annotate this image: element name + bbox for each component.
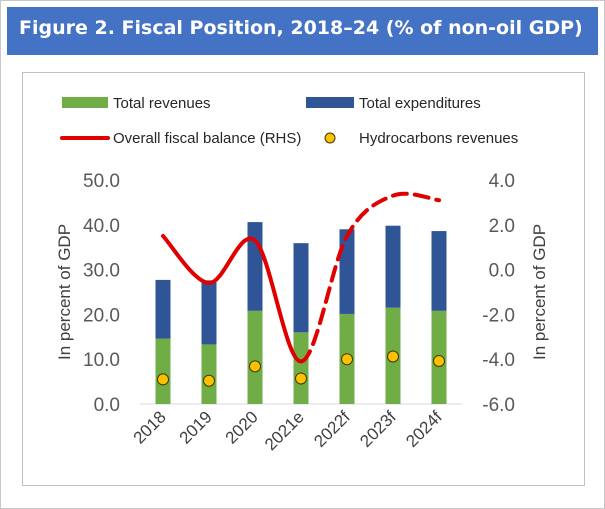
line-fiscal-balance-solid [161,234,303,364]
legend-swatch-revenues [62,97,108,108]
bar-total-revenues [155,338,171,404]
marker-hydrocarbons-revenues [341,353,353,366]
marker-hydrocarbons-revenues [433,354,445,367]
marker-hydrocarbons-revenues [295,372,307,385]
x-tick-label: 2024f [402,407,446,451]
marker-hydrocarbons-revenues [157,373,169,386]
y-tick-left: 30.0 [83,261,120,282]
bar-total-expenditures [431,231,447,311]
x-tick-label: 2022f [310,407,354,451]
legend-label-balance: Overall fiscal balance (RHS) [113,130,301,147]
bar-total-expenditures [247,222,263,311]
y-tick-left: 0.0 [94,395,120,416]
bar-total-revenues [293,332,309,404]
y-axis-title-left: In percent of GDP [55,224,74,360]
legend: Total revenues Total expenditures Overal… [60,95,518,147]
y-tick-left: 40.0 [83,216,120,237]
x-tick-label: 2018 [130,407,170,447]
y-tick-right: -4.0 [482,350,515,371]
legend-label-expenditures: Total expenditures [359,95,481,112]
legend-swatch-hydrocarbons [324,132,336,144]
y-tick-right: 2.0 [489,216,515,237]
y-axis-title-right: In percent of GDP [530,224,549,360]
x-tick-label: 2019 [176,407,216,447]
x-tick-label: 2020 [222,407,262,447]
y-tick-right: -6.0 [482,395,515,416]
y-tick-right: 4.0 [489,171,515,192]
legend-label-hydrocarbons: Hydrocarbons revenues [359,130,518,147]
y-tick-left: 10.0 [83,350,120,371]
y-tick-right: -2.0 [482,305,515,326]
marker-hydrocarbons-revenues [249,360,261,373]
chart-panel [22,72,585,486]
y-tick-left: 50.0 [83,171,120,192]
bar-total-expenditures [385,225,401,308]
x-tick-label: 2021e [261,407,308,454]
y-tick-left: 20.0 [83,305,120,326]
bar-total-expenditures [339,229,355,314]
line-fiscal-balance-dashed [299,191,441,364]
bar-total-expenditures [201,280,217,345]
bar-total-expenditures [293,243,309,333]
figure-title: Figure 2. Fiscal Position, 2018–24 (% of… [19,17,583,39]
y-tick-right: 0.0 [489,261,515,282]
bar-total-expenditures [155,279,171,339]
legend-label-revenues: Total revenues [113,95,211,112]
bar-total-revenues [201,344,217,404]
marker-hydrocarbons-revenues [387,350,399,363]
marker-hydrocarbons-revenues [203,374,215,387]
figure-header: Figure 2. Fiscal Position, 2018–24 (% of… [7,7,598,55]
legend-swatch-expenditures [306,97,354,108]
bar-total-revenues [247,310,263,404]
x-tick-label: 2023f [356,407,400,451]
